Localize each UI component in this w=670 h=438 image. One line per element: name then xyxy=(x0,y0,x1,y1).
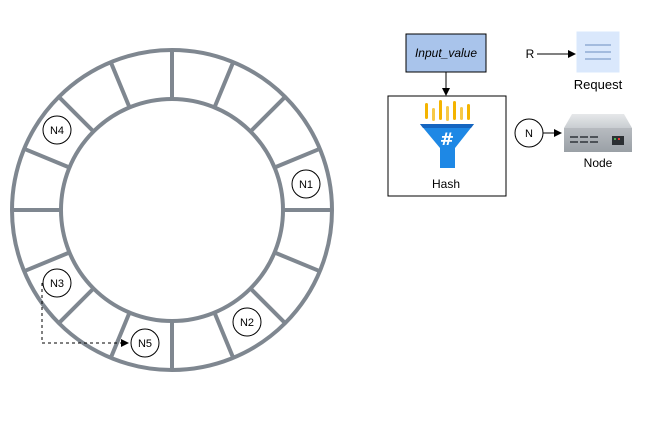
ring-segment-dividers xyxy=(12,50,332,370)
ring-node-label: N4 xyxy=(50,125,64,137)
ring-node-label: N3 xyxy=(50,278,64,290)
ring-node-label: N5 xyxy=(138,338,152,350)
ring-segment-divider xyxy=(23,146,71,170)
hash-caption: Hash xyxy=(432,177,460,191)
ring-node-n4[interactable]: N4 xyxy=(42,115,72,145)
node-marker: N xyxy=(525,128,533,140)
ring-inner-circle xyxy=(59,97,285,323)
legend-request: R Request xyxy=(526,31,623,92)
ring-segment-divider xyxy=(212,61,236,109)
ring-segment-divider xyxy=(249,287,287,325)
ring-segment-divider xyxy=(23,250,71,274)
ring-node-label: N2 xyxy=(240,317,254,329)
request-marker: R xyxy=(526,47,535,61)
server-icon xyxy=(564,114,632,152)
request-caption: Request xyxy=(574,77,623,92)
ring-node-n5[interactable]: N5 xyxy=(130,328,160,358)
input-value-box[interactable] xyxy=(405,33,487,73)
hash-ring xyxy=(10,48,334,372)
ring-node-label: N1 xyxy=(299,179,313,191)
ring-segment-divider xyxy=(108,311,132,359)
ring-segment-divider xyxy=(249,95,287,133)
ring-segment-divider xyxy=(57,287,95,325)
node-caption: Node xyxy=(584,156,613,170)
document-lines-icon xyxy=(576,31,620,73)
ring-segment-divider xyxy=(57,95,95,133)
ring-node-n3[interactable]: N3 xyxy=(42,268,72,298)
ring-segment-divider xyxy=(212,311,236,359)
ring-node-n1[interactable]: N1 xyxy=(291,169,321,199)
hash-funnel-icon: # xyxy=(420,100,474,168)
ring-node-n2[interactable]: N2 xyxy=(232,307,262,337)
input-value-label: Input_value xyxy=(415,46,477,60)
ring-segment-divider xyxy=(108,61,132,109)
n3-to-n5-dashed-arrow xyxy=(41,283,129,347)
ring-segment-divider xyxy=(273,146,321,170)
hash-function-block: Input_value # Hash xyxy=(387,33,507,197)
svg-text:#: # xyxy=(440,130,454,150)
ring-segment-divider xyxy=(273,250,321,274)
legend-node: N Node xyxy=(514,114,632,170)
